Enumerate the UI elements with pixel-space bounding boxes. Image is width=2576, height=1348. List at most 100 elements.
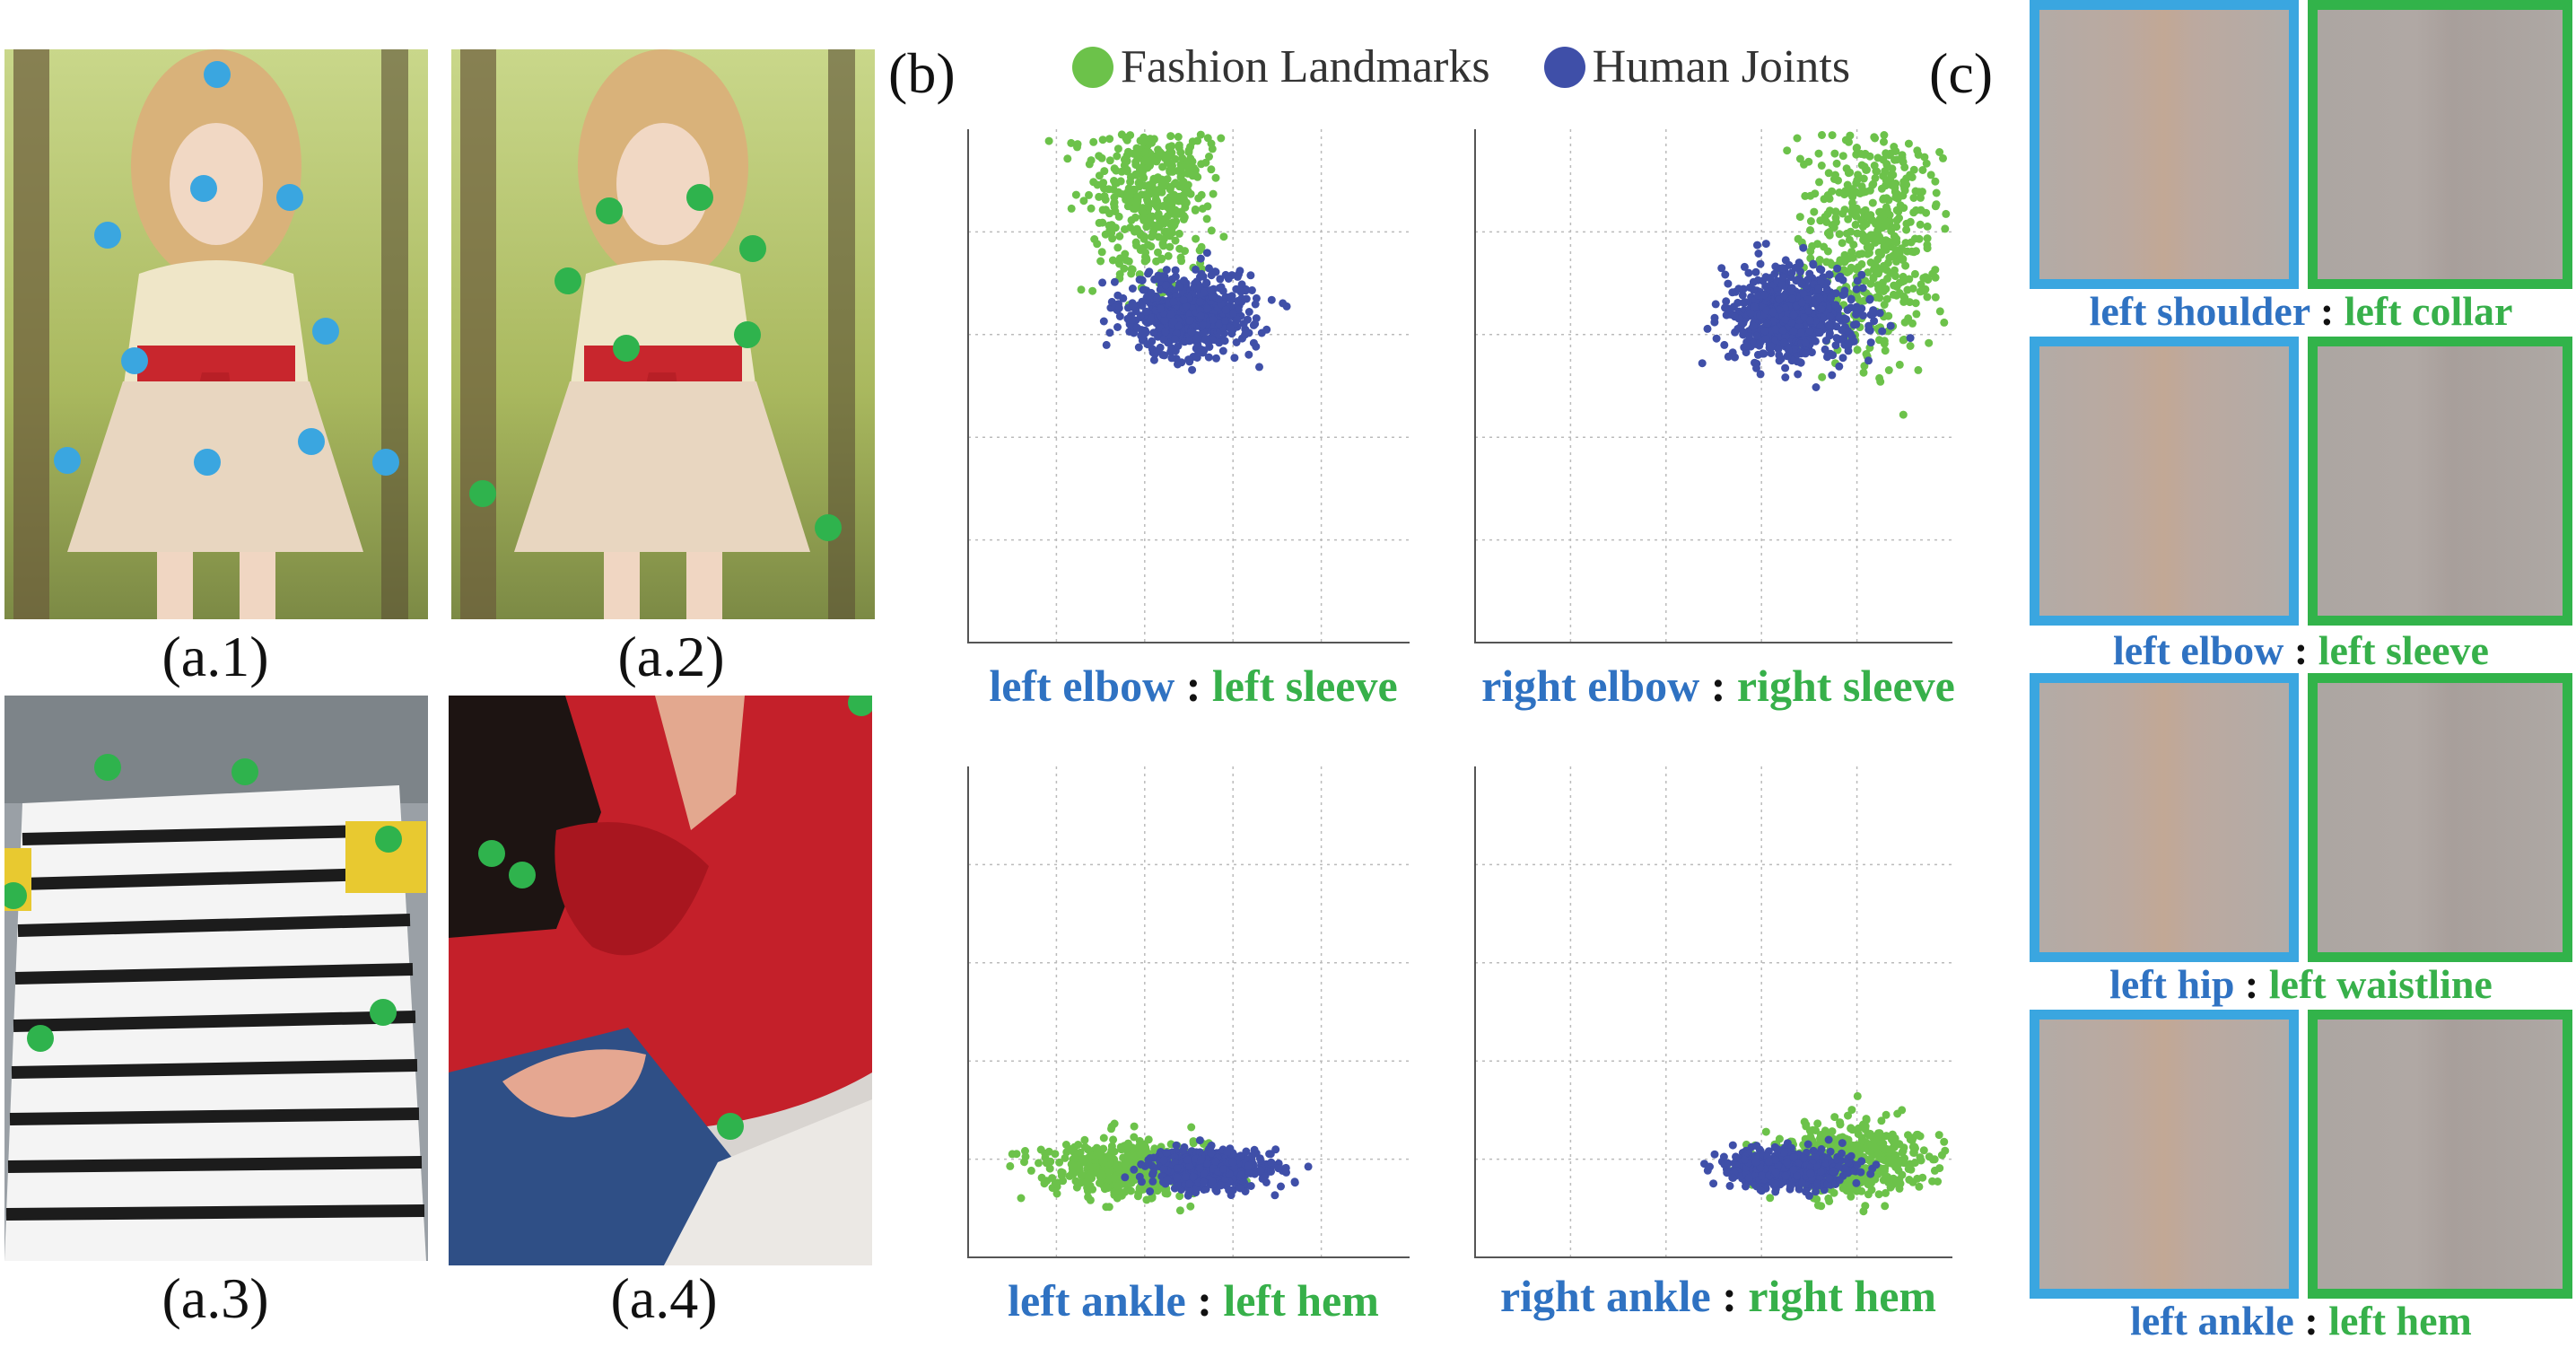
scatter-point: [1110, 277, 1119, 286]
scatter-point: [1899, 335, 1908, 344]
scatter-point: [1745, 332, 1753, 341]
scatter-point: [1793, 1171, 1801, 1180]
scatter-point: [1844, 1111, 1852, 1120]
scatter-point: [1069, 1169, 1078, 1178]
scatter-point: [1169, 297, 1178, 306]
scatter-point: [1796, 328, 1805, 337]
scatter-point: [1290, 1177, 1299, 1186]
scatter-point: [1196, 130, 1205, 139]
axes: [967, 766, 1410, 1258]
scatter-point: [1121, 1159, 1130, 1168]
scatter-point: [1835, 188, 1844, 197]
photo-a3-striped-shirt: [4, 696, 428, 1261]
scatter-point: [1891, 184, 1899, 192]
scatter-point: [1892, 238, 1901, 247]
scatter-point: [1889, 251, 1898, 260]
scatter-point: [1862, 1115, 1871, 1124]
scatter-point: [1131, 161, 1140, 170]
scatter-point: [1903, 247, 1912, 256]
scatter-point: [1137, 1160, 1146, 1169]
scatter-point: [1771, 1179, 1780, 1188]
scatter-point: [1703, 324, 1712, 333]
scatter-point: [1935, 1164, 1944, 1173]
scatter-point: [1206, 286, 1215, 295]
scatter-point: [1761, 335, 1770, 344]
scatter-point: [1853, 1160, 1862, 1169]
scatter-point: [1918, 286, 1927, 295]
scatter-point: [1195, 297, 1204, 306]
scatter-point: [1872, 1160, 1881, 1169]
scatter-point: [1168, 167, 1177, 176]
scatter-point: [1055, 1158, 1064, 1167]
scatter-point: [1827, 293, 1836, 302]
scatter-point: [1825, 1196, 1834, 1205]
scatter-point: [1942, 209, 1951, 218]
scatter-point: [1853, 346, 1862, 355]
scatter-point: [1209, 315, 1218, 324]
scatter-point: [1847, 295, 1856, 304]
scatter-point: [1930, 1155, 1939, 1164]
scatter-point: [1710, 1150, 1719, 1159]
scatter-point: [1912, 310, 1921, 319]
scatter-point: [1744, 1173, 1753, 1182]
scatter-point: [1152, 293, 1161, 302]
scatter-point: [1880, 1167, 1889, 1176]
scatter-point: [1923, 293, 1932, 302]
label-a1: (a.1): [162, 625, 269, 688]
scatter-point: [1751, 302, 1759, 311]
scatter-point: [1909, 1149, 1918, 1157]
scatter-point: [1818, 131, 1826, 139]
scatter-point: [1811, 189, 1820, 198]
scatter-point: [1130, 1122, 1139, 1131]
scatter-point: [1789, 327, 1798, 336]
patch-caption-sep: :: [2234, 961, 2269, 1007]
patch-caption-sep: :: [2283, 627, 2318, 673]
scatter-point: [1101, 206, 1110, 214]
scatter-point: [1783, 146, 1792, 155]
scatter-point: [1826, 312, 1835, 321]
scatter-point: [1878, 223, 1887, 232]
series-human-joints: [1098, 249, 1291, 374]
scatter-point: [1859, 174, 1868, 183]
scatter-point: [1847, 333, 1856, 341]
scatter-point: [1754, 249, 1763, 258]
scatter-point: [1148, 1169, 1157, 1177]
scatter-point: [1114, 212, 1123, 221]
scatter-point: [1114, 303, 1123, 312]
scatter-point: [1857, 249, 1866, 258]
scatter-point: [1838, 152, 1847, 161]
scatter-point: [1881, 1202, 1890, 1211]
scatter-point: [1163, 227, 1171, 236]
scatter-point: [1236, 287, 1245, 296]
scatter-point: [1167, 275, 1176, 284]
scatter-point: [1778, 264, 1787, 273]
scatter-point: [1931, 293, 1940, 302]
scatter-point: [1150, 1144, 1159, 1153]
scatter-point: [1940, 318, 1949, 327]
scatter-point: [1175, 1192, 1184, 1201]
scatter-point: [1074, 1141, 1083, 1149]
scatter-point: [1880, 131, 1889, 139]
patch-joint-2: [2030, 673, 2299, 962]
scatter-point: [1771, 1156, 1780, 1164]
scatter-point: [1769, 317, 1778, 326]
scatter-point: [1192, 335, 1201, 344]
scatter-point: [1071, 190, 1080, 199]
scatter-point: [1197, 160, 1206, 169]
scatter-point: [1835, 230, 1844, 239]
legend-joint-label: Human Joints: [1592, 41, 1851, 92]
scatter-point: [1183, 1191, 1192, 1200]
scatter-point: [1166, 310, 1175, 319]
scatter-point: [1838, 354, 1847, 363]
scatter-point: [1844, 327, 1852, 336]
scatter-point: [1059, 1177, 1068, 1186]
scatter-point: [1061, 1153, 1070, 1162]
scatter-point: [1267, 1168, 1275, 1176]
scatter-point: [1205, 264, 1213, 273]
scatter-point: [1102, 340, 1111, 349]
scatter-point: [1192, 277, 1201, 286]
scatter-point: [1181, 1173, 1190, 1181]
scatter-point: [1219, 232, 1228, 241]
scatter-point: [1742, 1182, 1750, 1191]
scatter-point: [1789, 1165, 1798, 1174]
